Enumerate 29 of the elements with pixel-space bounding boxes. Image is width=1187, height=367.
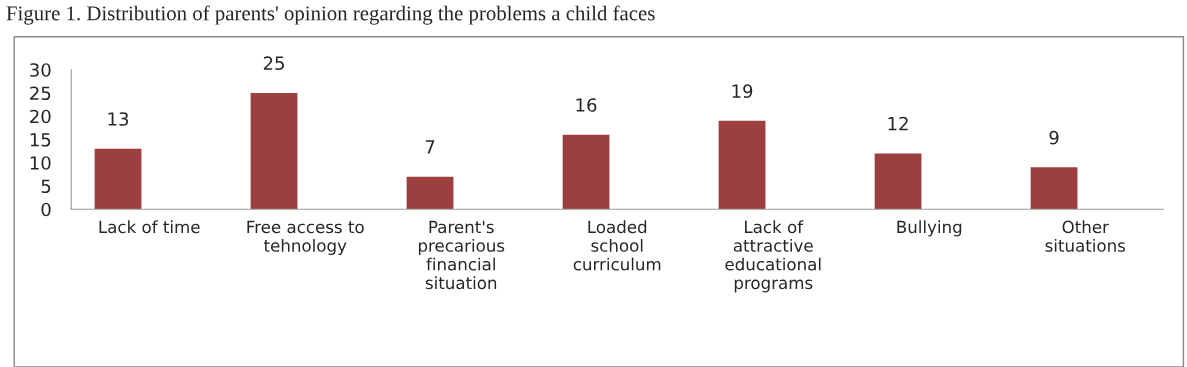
y-tick-label: 10 — [30, 156, 51, 170]
y-tick-label: 5 — [41, 179, 51, 194]
bar — [718, 120, 766, 210]
x-tick-label: Loaded school curriculum — [573, 220, 661, 271]
bar — [874, 153, 922, 210]
x-tick-label: Parent's precarious financial situation — [418, 220, 505, 290]
y-tick-label: 15 — [30, 133, 51, 147]
y-tick-label: 0 — [41, 202, 51, 217]
x-tick-label: Free access to tehnology — [247, 220, 364, 256]
x-tick-label: Other situations — [1045, 220, 1126, 252]
x-tick-label: Bullying — [897, 220, 962, 237]
chart-title: Figure 1. Distribution of parents' opinion regarding the problems a child faces — [6, 5, 655, 25]
bar — [94, 148, 142, 210]
data-label: 16 — [576, 98, 597, 112]
bar — [562, 134, 610, 210]
data-label: 7 — [425, 140, 435, 154]
y-tick-label: 20 — [30, 109, 51, 124]
data-label: 25 — [263, 56, 284, 71]
x-tick-label: Lack of time — [99, 220, 200, 234]
bar — [406, 176, 454, 210]
data-label: 9 — [1049, 130, 1059, 145]
y-tick-label: 30 — [30, 63, 51, 77]
y-tick-label: 25 — [30, 86, 51, 101]
bar — [250, 92, 298, 210]
data-label: 13 — [108, 112, 129, 126]
bar — [1030, 167, 1078, 210]
data-label: 12 — [888, 116, 908, 131]
data-label: 19 — [732, 84, 753, 98]
x-tick-label: Lack of attractive educational programs — [725, 220, 821, 293]
